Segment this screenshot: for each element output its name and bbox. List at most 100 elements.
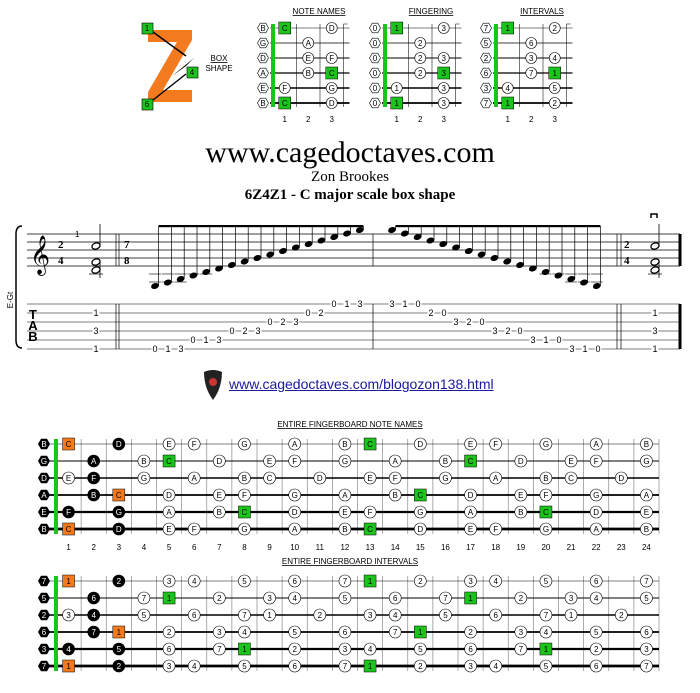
note-marker xyxy=(87,454,100,468)
note-marker xyxy=(514,505,528,519)
tab-number-bg xyxy=(189,336,197,344)
scale-note xyxy=(343,230,351,237)
note-marker xyxy=(87,625,100,639)
mini-note-label: 2 xyxy=(418,39,423,48)
pick-dot xyxy=(209,378,217,386)
note-label: 6 xyxy=(393,594,398,603)
chord-note xyxy=(650,258,660,266)
note-label: C xyxy=(166,457,172,466)
mini-note-label: 1 xyxy=(553,69,558,78)
note-label: C xyxy=(367,440,373,449)
scale-note xyxy=(490,254,499,262)
note-label: 1 xyxy=(167,594,172,603)
note-marker xyxy=(539,471,553,485)
note-label: 7 xyxy=(544,611,549,620)
note-marker xyxy=(213,488,226,502)
tab-number-bg xyxy=(304,309,312,317)
root-note-marker xyxy=(464,591,477,605)
mini-note-label: 4 xyxy=(553,54,558,63)
mini-open-marker xyxy=(257,82,269,94)
note-marker xyxy=(288,642,301,656)
note-label: 3 xyxy=(468,577,473,586)
note-marker xyxy=(187,574,201,588)
open-string-marker xyxy=(38,609,50,621)
scale-note xyxy=(388,226,396,234)
note-label: 7 xyxy=(519,645,524,654)
tab-number: 3 xyxy=(492,326,497,336)
note-label: 7 xyxy=(644,577,649,586)
mini-note-label: F xyxy=(282,84,287,93)
fret-number: 18 xyxy=(491,543,500,552)
tab-number: 1 xyxy=(344,299,349,309)
logo-marker xyxy=(141,98,154,111)
note-marker xyxy=(388,454,402,468)
tab-number: 1 xyxy=(93,308,98,318)
mini-nut xyxy=(271,24,275,107)
mini-note-marker xyxy=(325,82,338,94)
note-label: 4 xyxy=(368,645,373,654)
note-label: B xyxy=(141,457,146,466)
mini-open-marker xyxy=(369,37,381,49)
note-label: G xyxy=(342,457,348,466)
note-marker xyxy=(439,454,452,468)
root-note-marker xyxy=(162,591,176,605)
note-marker xyxy=(489,574,502,588)
tab-number-bg xyxy=(440,309,448,317)
mini-note-marker xyxy=(437,82,450,94)
note-marker xyxy=(589,505,603,519)
note-label: 3 xyxy=(343,645,348,654)
mini-note-label: A xyxy=(306,39,312,48)
note-marker xyxy=(464,642,477,656)
note-label: 5 xyxy=(644,594,649,603)
note-marker xyxy=(564,608,578,622)
note-marker xyxy=(338,625,352,639)
logo-marker-label: 6 xyxy=(145,100,150,109)
note-marker xyxy=(213,505,226,519)
note-label: 7 xyxy=(142,594,147,603)
scale-note xyxy=(439,240,448,248)
note-label: 6 xyxy=(292,662,297,671)
note-marker xyxy=(464,659,477,673)
note-marker xyxy=(539,488,553,502)
mini-open-label: 5 xyxy=(484,39,489,48)
mini-note-marker xyxy=(325,97,338,109)
tab-number-bg xyxy=(388,300,396,308)
root-note-marker xyxy=(414,625,427,639)
note-label: 3 xyxy=(267,594,272,603)
mini-open-marker xyxy=(257,52,269,64)
mini-note-marker xyxy=(525,67,538,79)
note-label: 7 xyxy=(343,662,348,671)
root-note-marker xyxy=(62,522,75,536)
mini-fret-number: 2 xyxy=(418,115,423,124)
note-marker xyxy=(564,454,578,468)
note-label: D xyxy=(468,491,474,500)
mini-root-marker xyxy=(548,66,561,80)
note-label: 4 xyxy=(292,594,297,603)
mini-note-marker xyxy=(390,82,403,94)
tab-number: 3 xyxy=(216,335,221,345)
blog-link[interactable]: www.cagedoctaves.com/blogozon138.html xyxy=(229,376,494,392)
mini-note-marker xyxy=(437,52,450,64)
mini-open-label: E xyxy=(260,84,265,93)
box-shape-label: SHAPE xyxy=(205,64,232,73)
note-label: F xyxy=(393,474,398,483)
mini-open-marker xyxy=(257,37,269,49)
mini-root-marker xyxy=(278,96,291,110)
fingerboard-title: ENTIRE FINGERBOARD INTERVALS xyxy=(282,557,418,566)
note-label: G xyxy=(593,491,599,500)
root-note-marker xyxy=(464,454,477,468)
mini-note-marker xyxy=(302,67,315,79)
note-marker xyxy=(313,471,327,485)
mini-note-marker xyxy=(414,37,427,49)
root-note-marker xyxy=(62,437,75,451)
note-marker xyxy=(589,437,603,451)
note-label: 6 xyxy=(192,611,197,620)
note-marker xyxy=(162,642,176,656)
time-signature: 7 xyxy=(124,239,130,251)
note-label: G xyxy=(116,508,122,517)
bracket-mark xyxy=(650,213,658,218)
mini-nut xyxy=(383,24,387,107)
note-marker xyxy=(338,659,352,673)
scale-note xyxy=(202,268,211,276)
note-label: E xyxy=(468,440,473,449)
